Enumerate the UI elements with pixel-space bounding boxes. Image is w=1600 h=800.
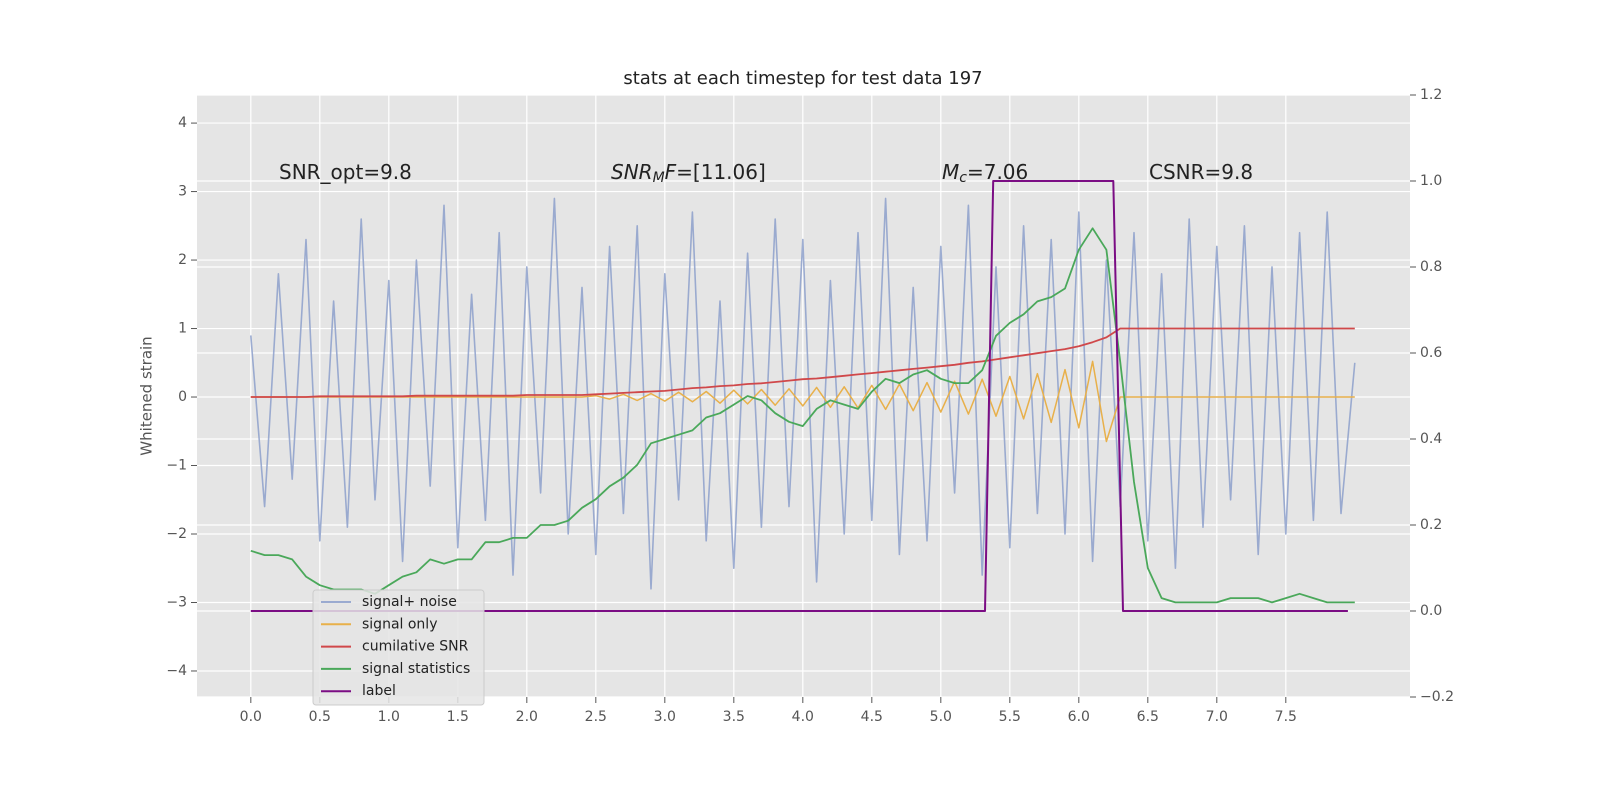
series-line [250, 197, 1356, 590]
legend-box [312, 589, 485, 706]
annotation-part: =7.06 [967, 160, 1028, 184]
y-tick-label: 3 [178, 184, 187, 200]
y-tick-label: 2 [178, 252, 187, 268]
x-tick-label: 0.0 [240, 709, 262, 725]
series-line [250, 180, 1348, 612]
x-tick-label: 2.0 [516, 709, 538, 725]
x-tick-label: 0.5 [309, 709, 331, 725]
x-tick-label: 5.0 [930, 709, 952, 725]
x-tick-label: 3.0 [654, 709, 676, 725]
legend-label: signal statistics [362, 661, 470, 677]
y-tick-label: 0 [178, 389, 187, 405]
series-line [250, 227, 1355, 604]
annotation-part: F [665, 160, 677, 184]
y2-tick-label: 1.0 [1420, 173, 1442, 189]
annotation: CSNR=9.8 [1149, 160, 1253, 184]
x-tick-label: 4.0 [792, 709, 814, 725]
x-tick-label: 2.5 [585, 709, 607, 725]
y-tick-label: −4 [166, 663, 187, 679]
y2-tick-label: 1.2 [1420, 87, 1442, 103]
y-tick-label: −1 [166, 458, 187, 474]
x-tick-label: 6.0 [1068, 709, 1090, 725]
y-tick-label: 4 [178, 115, 187, 131]
legend-label: signal only [362, 616, 437, 632]
y-tick-label: −2 [166, 526, 187, 542]
x-tick-label: 5.5 [999, 709, 1021, 725]
chart-title: stats at each timestep for test data 197 [623, 68, 982, 89]
x-tick-label: 7.5 [1275, 709, 1297, 725]
y2-tick-label: 0.0 [1420, 603, 1442, 619]
y2-tick-label: 0.8 [1420, 259, 1442, 275]
x-tick-label: 6.5 [1137, 709, 1159, 725]
y-axis-label: Whitened strain [138, 336, 156, 455]
series-line [250, 327, 1355, 398]
x-tick-label: 4.5 [861, 709, 883, 725]
annotation-part: CSNR=9.8 [1149, 160, 1253, 184]
y2-tick-label: 0.2 [1420, 517, 1442, 533]
y-tick-label: 1 [178, 321, 187, 337]
y2-tick-label: −0.2 [1420, 689, 1454, 705]
annotation: SNR_opt=9.8 [279, 160, 412, 184]
annotation: SNRMF=[11.06] [611, 160, 766, 187]
y2-tick-label: 0.6 [1420, 345, 1442, 361]
x-tick-label: 1.5 [447, 709, 469, 725]
annotation-part: c [959, 170, 967, 186]
x-tick-label: 1.0 [378, 709, 400, 725]
annotation-part: M [653, 170, 665, 186]
annotation-part: SNR [611, 160, 653, 184]
annotation-part: =[11.06] [676, 160, 766, 184]
legend-label: cumilative SNR [362, 639, 469, 655]
legend-label: signal+ noise [362, 594, 457, 610]
annotation: Mc=7.06 [942, 160, 1028, 187]
y-tick-label: −3 [166, 594, 187, 610]
series-line [250, 360, 1355, 443]
annotation-part: M [942, 160, 959, 184]
y2-tick-label: 0.4 [1420, 431, 1442, 447]
legend-label: label [362, 683, 396, 699]
x-tick-label: 3.5 [723, 709, 745, 725]
x-tick-label: 7.0 [1206, 709, 1228, 725]
annotation-part: SNR_opt=9.8 [279, 160, 412, 184]
